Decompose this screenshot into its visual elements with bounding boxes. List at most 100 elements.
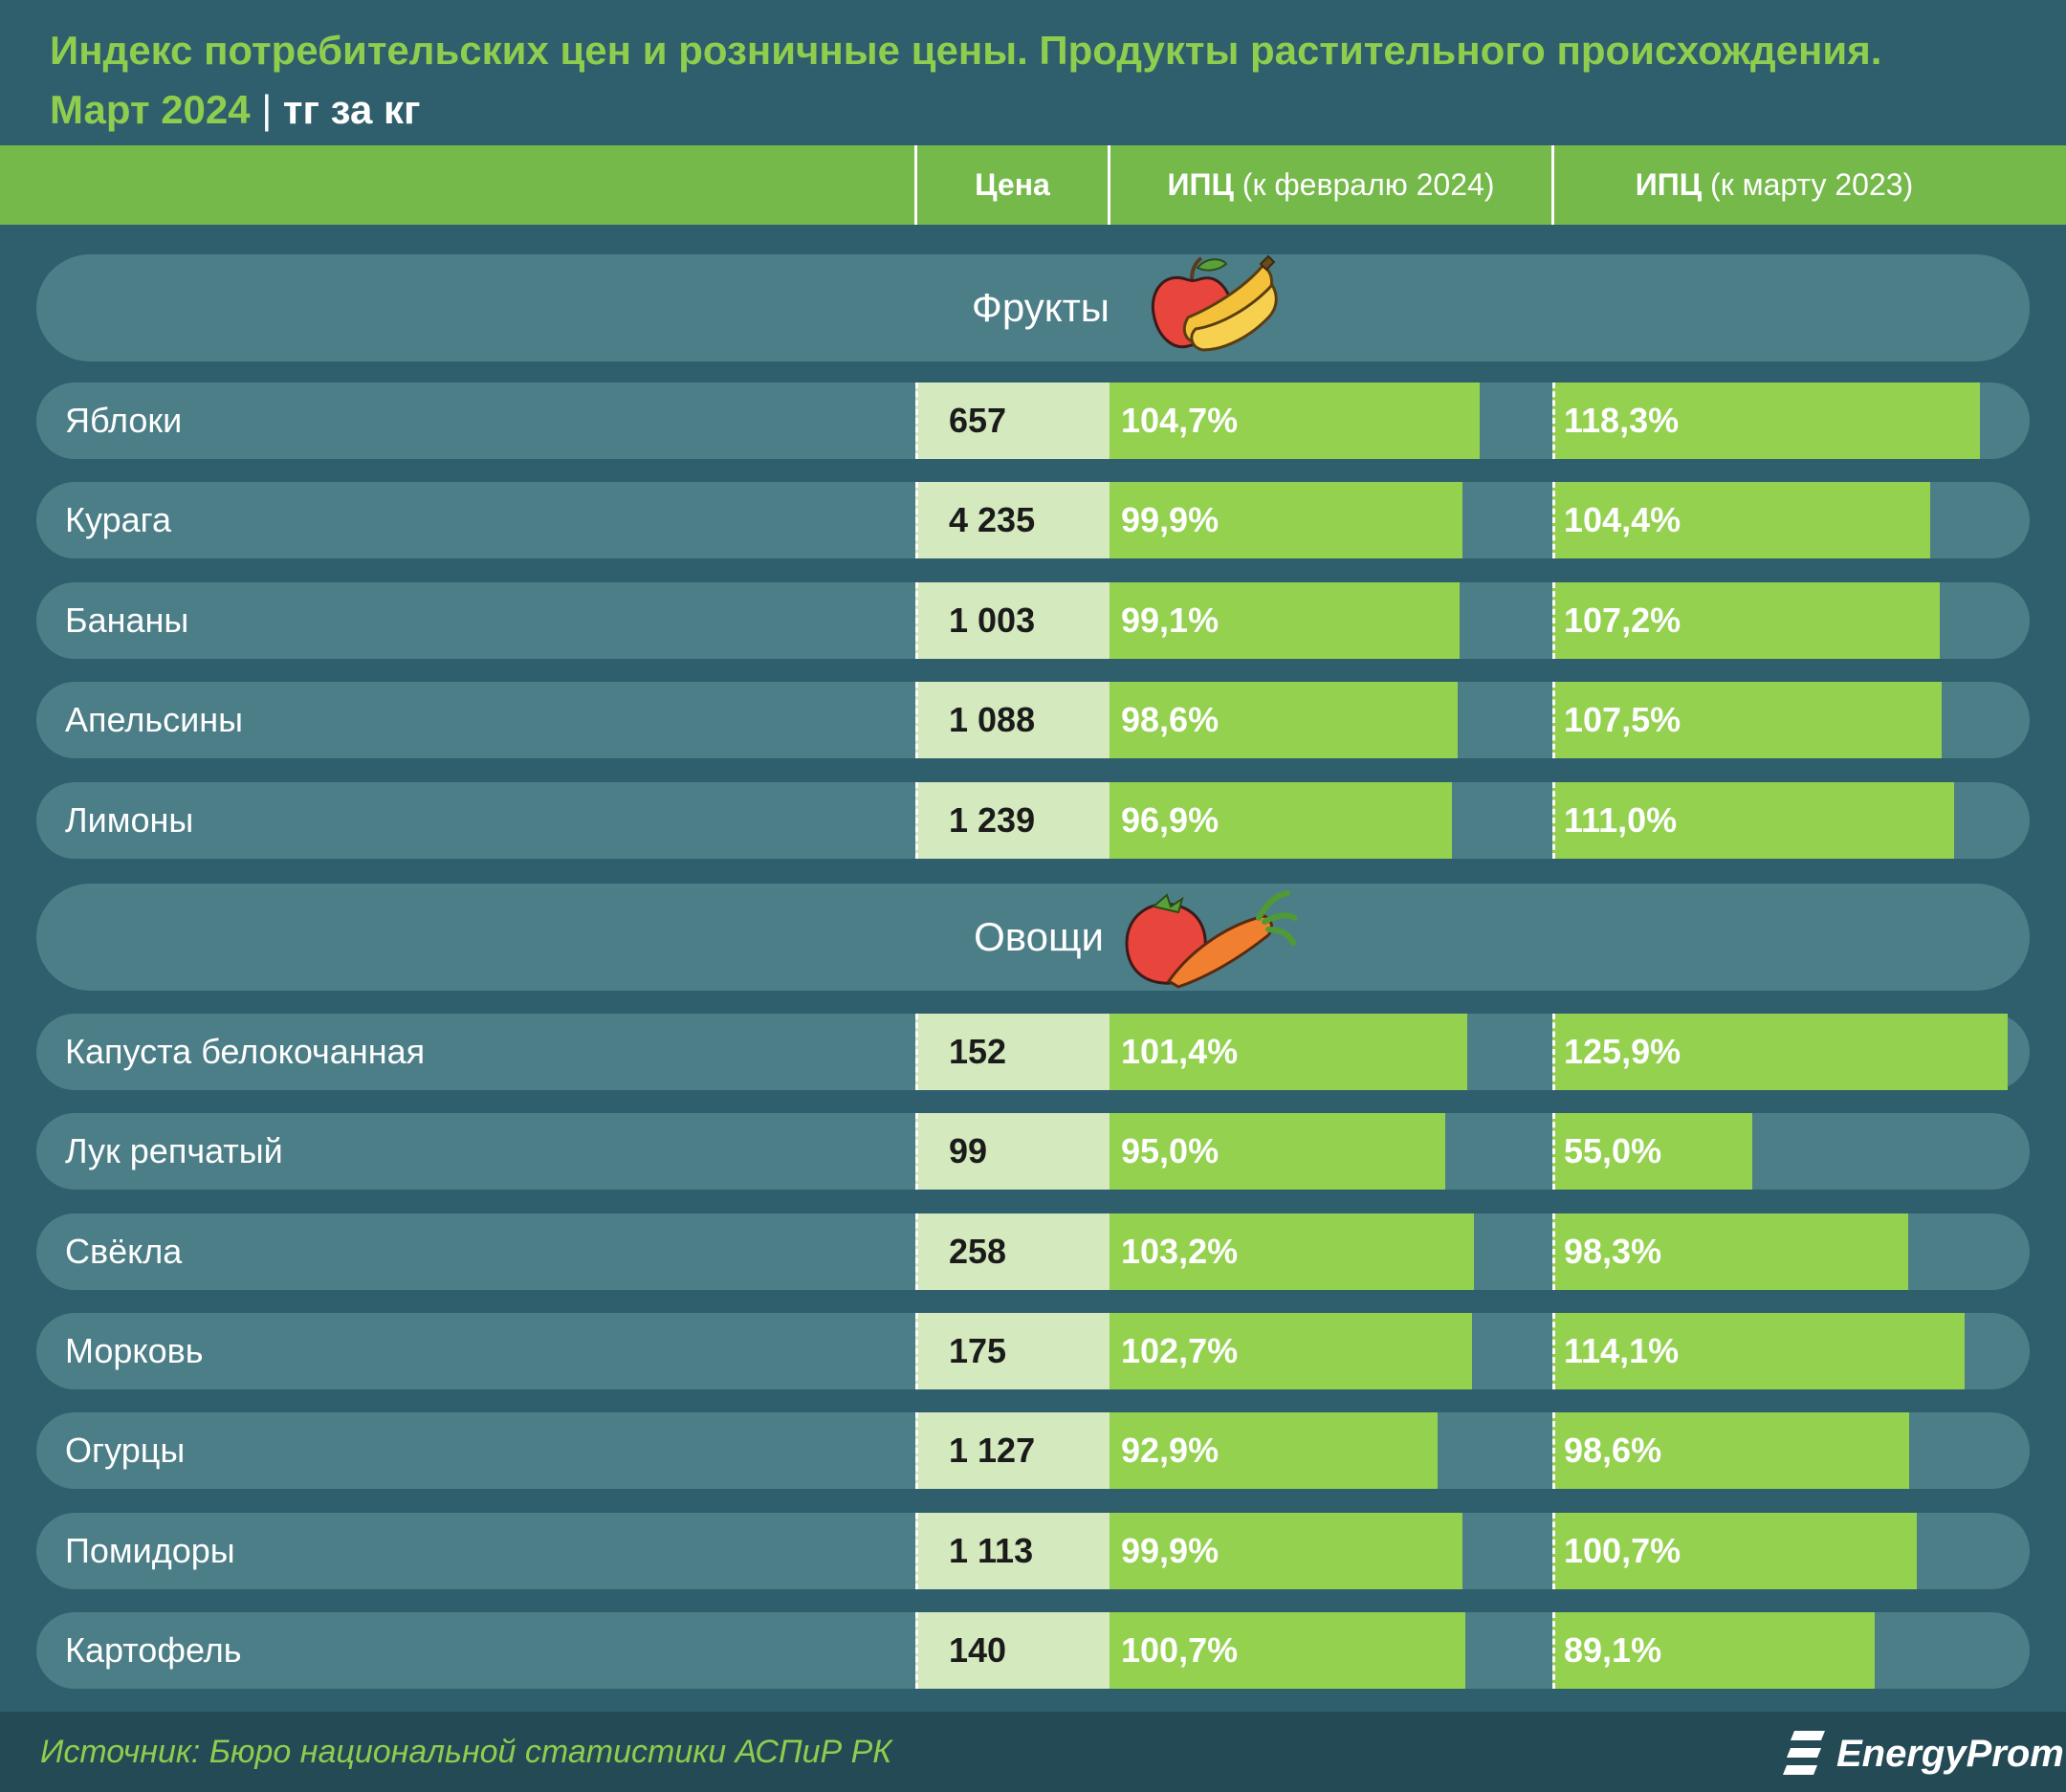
- table-row: Курага 4 235 99,9% 104,4%: [36, 482, 2030, 558]
- price-value: 152: [949, 1032, 1007, 1071]
- product-name: Лимоны: [65, 800, 194, 840]
- price-value: 1 127: [949, 1431, 1036, 1470]
- footer: Источник: Бюро национальной статистики А…: [0, 1712, 2066, 1792]
- price-cell: 140: [915, 1612, 1110, 1689]
- column-header-bar: Цена ИПЦ (к февралю 2024) ИПЦ (к марту 2…: [0, 145, 2066, 225]
- cpi-mar-bar: [1552, 782, 1954, 859]
- price-value: 1 088: [949, 700, 1036, 739]
- price-cell: 1 239: [915, 782, 1110, 859]
- price-value: 1 113: [949, 1531, 1034, 1570]
- section-label: Фрукты: [971, 285, 1110, 330]
- cpi-mar-label: 125,9%: [1564, 1032, 1681, 1071]
- table-row: Яблоки 657 104,7% 118,3%: [36, 382, 2030, 459]
- table-row: Морковь 175 102,7% 114,1%: [36, 1313, 2030, 1389]
- cpi-feb-bar: [1110, 1113, 1445, 1190]
- logo-text: EnergyProm: [1836, 1733, 2064, 1775]
- cpi-feb-label: 101,4%: [1121, 1032, 1239, 1071]
- price-cell: 99: [915, 1113, 1110, 1190]
- cpi-feb-label: 100,7%: [1121, 1630, 1239, 1670]
- cpi-mar-bar: [1552, 1313, 1965, 1389]
- price-value: 1 239: [949, 800, 1036, 840]
- cpi-mar-label: 98,6%: [1564, 1431, 1662, 1470]
- price-value: 657: [949, 401, 1007, 440]
- cpi-mar-bar: [1552, 382, 1980, 459]
- cpi-mar-bar: [1552, 582, 1940, 659]
- cpi-feb-bar: [1110, 1513, 1462, 1589]
- section-label: Овощи: [974, 914, 1104, 959]
- chart-title: Индекс потребительских цен и розничные ц…: [50, 21, 2020, 140]
- price-cell: 1 113: [915, 1513, 1110, 1589]
- cpi-mar-label: 107,2%: [1564, 601, 1681, 640]
- price-cell: 258: [915, 1213, 1110, 1290]
- cpi-feb-label: 99,1%: [1121, 601, 1220, 640]
- cpi-feb-label: 96,9%: [1121, 800, 1220, 840]
- price-cell: 4 235: [915, 482, 1110, 558]
- product-name: Лук репчатый: [65, 1131, 283, 1170]
- cpi-mar-bar: [1552, 482, 1930, 558]
- cpi-mar-label: 114,1%: [1564, 1331, 1680, 1370]
- price-cell: 657: [915, 382, 1110, 459]
- product-name: Капуста белокочанная: [65, 1032, 426, 1071]
- title-unit: тг за кг: [282, 87, 421, 132]
- title-line1: Индекс потребительских цен и розничные ц…: [50, 28, 1882, 73]
- cpi-feb-bar: [1110, 1612, 1465, 1689]
- table-row: Свёкла 258 103,2% 98,3%: [36, 1213, 2030, 1290]
- cpi-mar-label: 118,3%: [1564, 401, 1680, 440]
- cpi-mar-bar: [1552, 1513, 1917, 1589]
- section-fruits: Фрукты: [36, 254, 2030, 361]
- cpi-feb-label: 104,7%: [1121, 401, 1239, 440]
- price-cell: 1 088: [915, 682, 1110, 758]
- logo-mark-icon: [1783, 1731, 1825, 1775]
- product-name: Апельсины: [65, 700, 243, 739]
- cpi-feb-bar: [1110, 582, 1460, 659]
- price-value: 140: [949, 1630, 1007, 1670]
- cpi-mar-label: 98,3%: [1564, 1232, 1662, 1271]
- header-divider: [1108, 145, 1110, 225]
- cpi-feb-label: 99,9%: [1121, 500, 1220, 539]
- cpi-mar-label: 104,4%: [1564, 500, 1681, 539]
- cpi-mar-bar: [1552, 1113, 1752, 1190]
- cpi-feb-bar: [1110, 1213, 1474, 1290]
- table-row: Картофель 140 100,7% 89,1%: [36, 1612, 2030, 1689]
- table-row: Лимоны 1 239 96,9% 111,0%: [36, 782, 2030, 859]
- table-row: Лук репчатый 99 95,0% 55,0%: [36, 1113, 2030, 1190]
- cpi-mar-bar: [1552, 1213, 1908, 1290]
- cpi-feb-bar: [1110, 1014, 1467, 1090]
- header-divider: [914, 145, 917, 225]
- fruits-icon: [1151, 254, 1278, 352]
- source-text: Источник: Бюро национальной статистики А…: [40, 1734, 892, 1770]
- cpi-mar-label: 100,7%: [1564, 1531, 1681, 1570]
- cpi-mar-label: 55,0%: [1564, 1131, 1662, 1170]
- cpi-feb-bar: [1110, 1412, 1438, 1489]
- cpi-feb-label: 103,2%: [1121, 1232, 1239, 1271]
- cpi-feb-bar: [1110, 1313, 1472, 1389]
- product-name: Картофель: [65, 1630, 242, 1670]
- cpi-feb-label: 95,0%: [1121, 1131, 1220, 1170]
- table-row: Огурцы 1 127 92,9% 98,6%: [36, 1412, 2030, 1489]
- price-cell: 175: [915, 1313, 1110, 1389]
- cpi-feb-label: 102,7%: [1121, 1331, 1239, 1370]
- cpi-feb-label: 99,9%: [1121, 1531, 1220, 1570]
- cpi-feb-bar: [1110, 682, 1458, 758]
- price-cell: 1 127: [915, 1412, 1110, 1489]
- header-cpi-mar: ИПЦ (к марту 2023): [1635, 167, 1914, 202]
- price-value: 4 235: [949, 500, 1036, 539]
- cpi-feb-label: 92,9%: [1121, 1431, 1220, 1470]
- price-value: 99: [949, 1131, 988, 1170]
- price-cell: 1 003: [915, 582, 1110, 659]
- cpi-mar-bar: [1552, 1014, 2008, 1090]
- title-separator: |: [261, 87, 273, 132]
- product-name: Помидоры: [65, 1531, 235, 1570]
- vegetables-icon: [1125, 890, 1297, 989]
- section-vegetables: Овощи: [36, 884, 2030, 991]
- product-name: Морковь: [65, 1331, 204, 1370]
- cpi-mar-label: 107,5%: [1564, 700, 1681, 739]
- cpi-feb-bar: [1110, 782, 1452, 859]
- table-row: Апельсины 1 088 98,6% 107,5%: [36, 682, 2030, 758]
- price-cell: 152: [915, 1014, 1110, 1090]
- title-period: Март 2024: [50, 87, 251, 132]
- table-row: Капуста белокочанная 152 101,4% 125,9%: [36, 1014, 2030, 1090]
- title-line2: Март 2024 | тг за кг: [50, 80, 2020, 140]
- cpi-mar-label: 111,0%: [1564, 800, 1678, 840]
- cpi-mar-bar: [1552, 1612, 1875, 1689]
